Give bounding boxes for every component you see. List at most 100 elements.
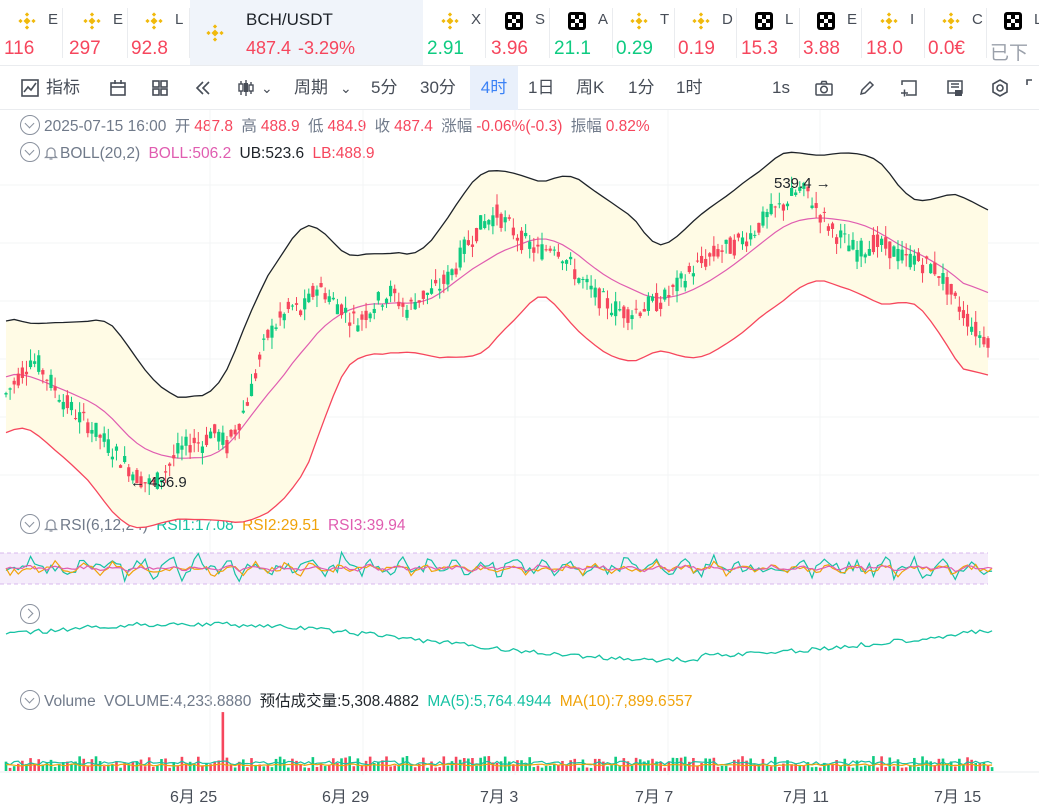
candle-body xyxy=(90,429,94,434)
calendar-icon[interactable] xyxy=(108,78,128,98)
ticker-item[interactable]: E 297 xyxy=(65,0,127,65)
candlestick-type-icon[interactable] xyxy=(236,78,256,98)
ticker-item[interactable]: BCH/USDT 487.4 -3.29% xyxy=(190,0,423,65)
bnb-icon xyxy=(18,12,36,30)
candle-body xyxy=(986,338,990,348)
volume-bar xyxy=(851,767,855,771)
candle-body xyxy=(540,244,544,260)
ticker-item[interactable]: T 0.29 xyxy=(612,0,674,65)
pencil-icon[interactable] xyxy=(857,78,877,98)
okx-icon xyxy=(1004,12,1022,30)
candle-body xyxy=(597,288,601,309)
ticker-item[interactable]: I 18.0 xyxy=(862,0,924,65)
interval-tab[interactable]: 5分 xyxy=(371,78,398,97)
collapse-toggle-icon[interactable] xyxy=(20,115,40,135)
candle-body xyxy=(667,295,671,298)
volume-bar xyxy=(86,766,90,771)
ticker-item[interactable]: D 0.19 xyxy=(674,0,736,65)
volume-bar xyxy=(794,763,797,771)
volume-bar xyxy=(205,763,208,771)
interval-tab[interactable]: 1时 xyxy=(676,78,703,97)
volume-bar xyxy=(254,765,257,771)
ticker-divider xyxy=(127,8,128,58)
candle-body xyxy=(814,203,818,209)
volume-value: VOLUME:4,233.8880 xyxy=(104,693,252,710)
chart-indicator-icon[interactable] xyxy=(20,78,40,98)
ticker-item[interactable]: A 21.1 xyxy=(550,0,612,65)
candle-body xyxy=(646,296,650,312)
ticker-price: 116 xyxy=(4,38,35,59)
candle-body xyxy=(33,361,37,364)
volume-bar xyxy=(209,764,212,771)
candle-body xyxy=(556,251,560,257)
ticker-item[interactable]: S 3.96 xyxy=(487,0,549,65)
candle-body xyxy=(278,311,282,318)
screenshot-icon[interactable] xyxy=(945,78,965,98)
layout-grid-icon[interactable] xyxy=(150,78,170,98)
interval-tab[interactable]: 30分 xyxy=(420,78,456,97)
chevron-down-icon[interactable]: ⌄ xyxy=(261,80,273,96)
volume-bar xyxy=(303,767,306,771)
expand-icon[interactable] xyxy=(1025,78,1039,98)
volume-bar xyxy=(945,763,949,771)
ticker-item[interactable]: E 3.88 xyxy=(799,0,861,65)
candle-body xyxy=(659,302,663,309)
volume-bar xyxy=(368,756,372,771)
add-drawing-icon[interactable] xyxy=(899,78,919,98)
volume-bar xyxy=(892,766,896,771)
chevron-down-icon[interactable]: ⌄ xyxy=(340,80,352,96)
candle-body xyxy=(634,308,638,310)
ticker-item[interactable]: C 0.0€ xyxy=(924,0,986,65)
camera-icon[interactable] xyxy=(814,78,834,98)
ticker-item[interactable]: X 2.91 xyxy=(423,0,485,65)
volume-bar xyxy=(340,758,343,771)
expand-toggle-icon[interactable] xyxy=(20,604,40,624)
ticker-item[interactable]: E 116 xyxy=(0,0,62,65)
candle-body xyxy=(519,230,524,251)
ticker-item[interactable]: L 92.8 xyxy=(127,0,189,65)
candle-body xyxy=(569,256,573,260)
interval-tab[interactable]: 周K xyxy=(576,78,605,97)
candle-body xyxy=(949,283,953,295)
volume-bar xyxy=(119,767,122,771)
candle-body xyxy=(155,472,159,489)
settings-icon[interactable] xyxy=(990,78,1010,98)
candle-body xyxy=(45,379,49,381)
ticker-divider xyxy=(549,8,550,58)
collapse-toggle-icon[interactable] xyxy=(20,142,40,162)
candle-body xyxy=(732,239,736,256)
interval-tab[interactable]: 4时 xyxy=(470,66,518,110)
period-button[interactable]: 周期 xyxy=(294,78,328,97)
indicators-button[interactable]: 指标 xyxy=(46,78,80,97)
volume-bar xyxy=(716,766,720,771)
volume-bar xyxy=(663,767,667,771)
ticker-item[interactable]: L 15.3 xyxy=(737,0,799,65)
candle-body xyxy=(323,293,327,300)
candle-body xyxy=(687,266,691,272)
volume-bar xyxy=(749,758,752,771)
collapse-toggle-icon[interactable] xyxy=(20,514,40,534)
candle-body xyxy=(102,433,106,442)
bell-icon[interactable] xyxy=(44,145,58,160)
volume-bar xyxy=(307,767,311,771)
bell-icon[interactable] xyxy=(44,517,58,532)
volume-bar xyxy=(982,762,986,771)
candle-body xyxy=(12,380,16,385)
candle-body xyxy=(405,309,409,318)
candle-body xyxy=(131,474,135,481)
interval-tab[interactable]: 1分 xyxy=(628,78,655,97)
rewind-icon[interactable] xyxy=(193,78,213,98)
candle-body xyxy=(421,290,425,299)
candle-body xyxy=(474,228,479,242)
collapse-toggle-icon[interactable] xyxy=(20,690,40,710)
ticker-item[interactable]: L 已下 xyxy=(986,0,1039,65)
volume-bar xyxy=(66,761,69,771)
speed-button[interactable]: 1s xyxy=(772,78,790,97)
candle-body xyxy=(536,244,540,247)
volume-bar xyxy=(536,765,540,771)
candle-body xyxy=(978,335,982,339)
candle-body xyxy=(765,212,769,218)
interval-tab[interactable]: 1日 xyxy=(528,78,555,97)
candle-body xyxy=(740,237,745,245)
